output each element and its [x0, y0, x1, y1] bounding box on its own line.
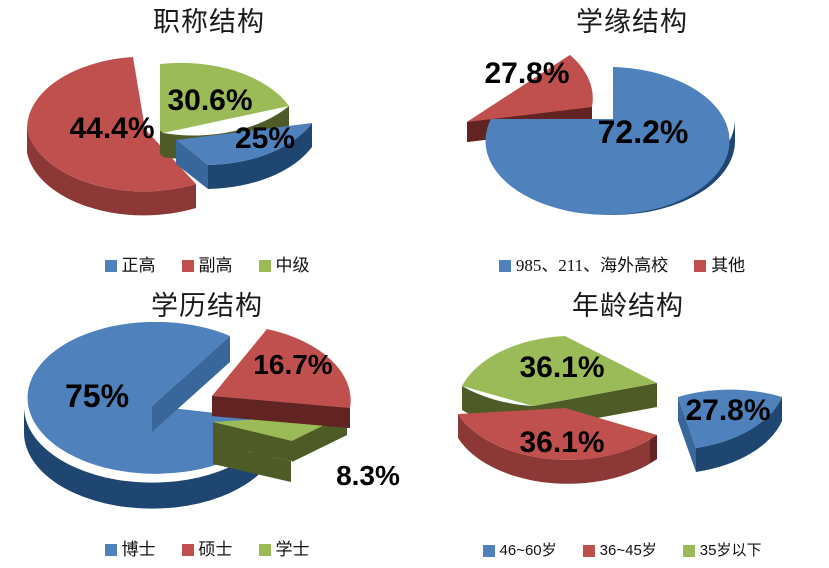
legend-swatch-icon-3-2 [682, 544, 695, 557]
legend-swatch-icon-3-1 [582, 544, 595, 557]
legend-label-2-0: 博士 [121, 540, 156, 559]
legend-swatch-icon-2-0 [104, 543, 117, 556]
legend-item-3-0[interactable]: 46~60岁 [482, 542, 557, 559]
pie-data-label-green-0: 30.6% [167, 84, 252, 117]
pie-svg-1: 27.8% 72.2% [467, 55, 735, 215]
pie-data-label-red-1: 27.8% [484, 57, 569, 90]
pie-slice-blue-3 [678, 389, 782, 472]
legend-0: 正高 副高 中级 [0, 257, 414, 274]
pie-data-label-blue-0: 25% [235, 122, 295, 155]
page-title-0: 职称结构 [153, 7, 265, 37]
pie-svg-3: 36.1% 36.1% 27.8% [458, 336, 782, 484]
legend-label-3-0: 46~60岁 [499, 542, 557, 559]
legend-item-0-0[interactable]: 正高 [104, 256, 156, 275]
legend-label-2-2: 学士 [275, 540, 310, 559]
legend-label-0-1: 副高 [198, 256, 233, 275]
legend-item-3-2[interactable]: 35岁以下 [682, 542, 762, 559]
legend-swatch-icon-0-2 [258, 259, 271, 272]
pie-data-label-red-0: 44.4% [69, 112, 154, 145]
pie-plot-2: 75% 16.7% 8.3% [0, 322, 414, 522]
legend-label-1-0: 985、211、海外高校 [515, 256, 669, 275]
pie-slice-red-2 [212, 329, 351, 428]
legend-item-1-1[interactable]: 其他 [694, 257, 745, 274]
pie-3d-group-3 [458, 336, 782, 484]
pie-slice-blue-0 [176, 123, 312, 189]
legend-item-0-1[interactable]: 副高 [181, 256, 233, 275]
pie-data-label-blue-2: 75% [65, 378, 129, 414]
pie-slice-red-0 [26, 57, 197, 216]
pie-3d-group-1 [467, 55, 735, 215]
legend-item-3-1[interactable]: 36~45岁 [582, 542, 657, 559]
legend-swatch-icon-1-1 [694, 259, 707, 272]
pie-3d-group-0 [26, 57, 312, 216]
pie-data-label-red-3: 36.1% [519, 426, 604, 459]
chart-panel-title-structure: 职称结构 [0, 0, 414, 284]
legend-item-2-2[interactable]: 学士 [258, 540, 310, 559]
pie-plot-0: 30.6% 44.4% 25% [0, 38, 414, 238]
pie-slice-blue-1 [485, 67, 735, 215]
legend-1: 985、211、海外高校 其他 [415, 257, 829, 274]
legend-label-0-2: 中级 [275, 256, 310, 275]
legend-item-2-1[interactable]: 硕士 [181, 540, 233, 559]
chart-panel-age-structure: 年龄结构 [415, 284, 829, 568]
pie-svg-2: 75% 16.7% 8.3% [23, 322, 400, 509]
chart-panel-education-structure: 学历结构 [0, 284, 414, 568]
legend-label-3-1: 36~45岁 [599, 542, 657, 559]
legend-swatch-icon-1-0 [498, 259, 511, 272]
page-title-2: 学历结构 [151, 291, 263, 321]
legend-swatch-icon-0-1 [181, 259, 194, 272]
legend-item-2-0[interactable]: 博士 [104, 540, 156, 559]
pie-data-label-green-3: 36.1% [519, 351, 604, 384]
legend-3: 46~60岁 36~45岁 35岁以下 [415, 543, 829, 558]
pie-slice-red-3 [458, 408, 657, 484]
pie-data-label-green-2: 8.3% [336, 460, 400, 491]
legend-label-1-1: 其他 [711, 256, 746, 275]
pie-data-label-blue-1: 72.2% [598, 114, 689, 150]
page-title-1: 学缘结构 [576, 7, 688, 37]
legend-label-3-2: 35岁以下 [699, 542, 762, 559]
page-title-3: 年龄结构 [572, 291, 684, 321]
legend-swatch-icon-3-0 [482, 544, 495, 557]
pie-3d-group-2 [23, 322, 351, 509]
legend-label-0-0: 正高 [121, 256, 156, 275]
legend-swatch-icon-2-1 [181, 543, 194, 556]
legend-label-2-1: 硕士 [198, 540, 233, 559]
legend-item-0-2[interactable]: 中级 [258, 256, 310, 275]
legend-2: 博士 硕士 学士 [0, 541, 414, 558]
chart-panel-academic-origin-structure: 学缘结构 [415, 0, 829, 284]
pie-data-label-blue-3: 27.8% [685, 394, 770, 427]
pie-plot-1: 27.8% 72.2% [415, 38, 829, 238]
pie-plot-3: 36.1% 36.1% 27.8% [415, 322, 829, 522]
pie-svg-0: 30.6% 44.4% 25% [26, 57, 312, 216]
legend-item-1-0[interactable]: 985、211、海外高校 [498, 256, 669, 275]
legend-swatch-icon-0-0 [104, 259, 117, 272]
pie-data-label-red-2: 16.7% [253, 349, 332, 380]
legend-swatch-icon-2-2 [258, 543, 271, 556]
